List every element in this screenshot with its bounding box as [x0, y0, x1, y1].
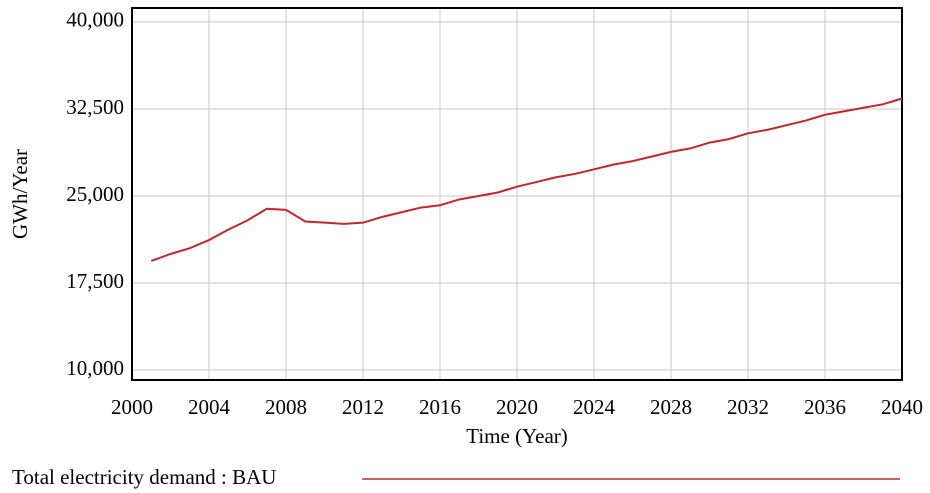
y-tick-label: 40,000 [66, 8, 124, 32]
y-axis-label: GWh/Year [8, 149, 32, 239]
plot-frame [131, 7, 903, 381]
x-tick-label: 2040 [881, 395, 923, 419]
y-tick-label: 10,000 [66, 356, 124, 380]
data-line [150, 97, 903, 262]
x-tick-label: 2004 [188, 395, 231, 419]
x-tick-label: 2000 [111, 395, 153, 419]
x-tick-label: 2036 [804, 395, 846, 419]
legend-label: Total electricity demand : BAU [12, 465, 276, 489]
x-tick-label: 2008 [265, 395, 307, 419]
x-axis-label: Time (Year) [466, 424, 568, 448]
y-tick-label: 25,000 [66, 182, 124, 206]
y-tick-label: 17,500 [66, 269, 124, 293]
x-tick-label: 2028 [650, 395, 692, 419]
x-tick-label: 2020 [496, 395, 538, 419]
x-tick-label: 2032 [727, 395, 769, 419]
x-tick-label: 2024 [573, 395, 616, 419]
x-tick-label: 2012 [342, 395, 384, 419]
y-tick-label: 32,500 [66, 95, 124, 119]
x-tick-label: 2016 [419, 395, 461, 419]
